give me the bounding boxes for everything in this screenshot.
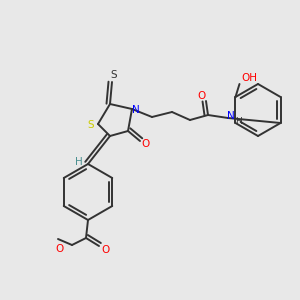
Text: S: S (88, 120, 94, 130)
Text: H: H (235, 118, 242, 127)
Text: N: N (227, 111, 235, 121)
Text: S: S (111, 70, 117, 80)
Text: H: H (75, 157, 83, 167)
Text: O: O (101, 245, 109, 255)
Text: O: O (197, 91, 205, 101)
Text: O: O (141, 139, 149, 149)
Text: N: N (132, 105, 140, 115)
Text: OH: OH (242, 73, 257, 83)
Text: O: O (56, 244, 64, 254)
